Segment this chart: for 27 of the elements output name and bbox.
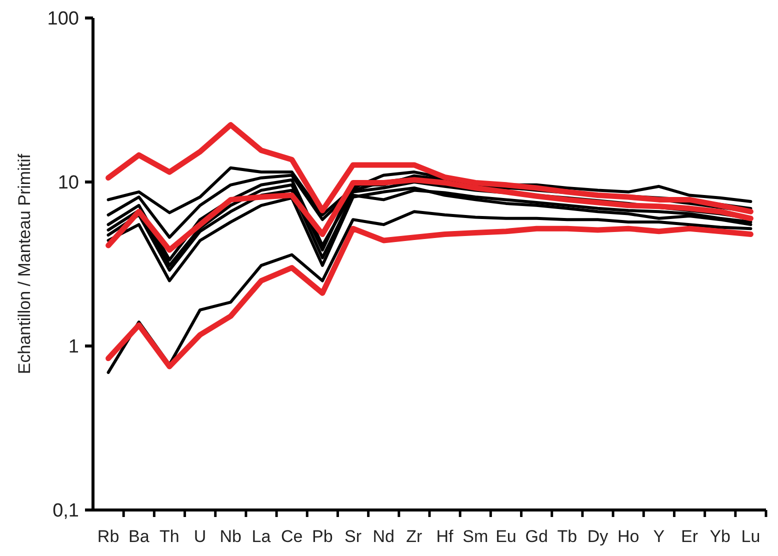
x-tick-label: Gd — [525, 527, 548, 546]
x-tick-label: Ce — [280, 527, 303, 546]
x-tick-label: Nd — [372, 527, 394, 546]
x-tick-label: Yb — [710, 527, 731, 546]
x-tick-label: Dy — [587, 527, 609, 546]
x-tick-label: Y — [653, 527, 665, 546]
x-tick-label: La — [252, 527, 272, 546]
x-tick-label: Sr — [344, 527, 362, 546]
x-tick-label: Lu — [741, 527, 760, 546]
x-tick-label: Er — [681, 527, 698, 546]
x-tick-label: Ho — [617, 527, 640, 546]
x-tick-label: Hf — [436, 527, 454, 546]
x-tick-label: Nb — [220, 527, 242, 546]
y-tick-label: 0,1 — [52, 500, 79, 522]
y-axis-title: Echantillon / Manteau Primitif — [15, 154, 34, 374]
x-tick-label: Pb — [312, 527, 333, 546]
y-tick-label: 1 — [68, 336, 79, 358]
x-tick-label: Ba — [128, 527, 150, 546]
y-tick-label: 100 — [47, 8, 79, 30]
x-tick-label: Th — [160, 527, 180, 546]
x-tick-label: Zr — [406, 527, 423, 546]
x-tick-label: Tb — [557, 527, 578, 546]
x-tick-label: Sm — [462, 527, 488, 546]
x-tick-label: U — [194, 527, 206, 546]
x-tick-label: Eu — [496, 527, 516, 546]
y-tick-label: 10 — [58, 172, 79, 194]
x-tick-label: Rb — [97, 527, 120, 546]
